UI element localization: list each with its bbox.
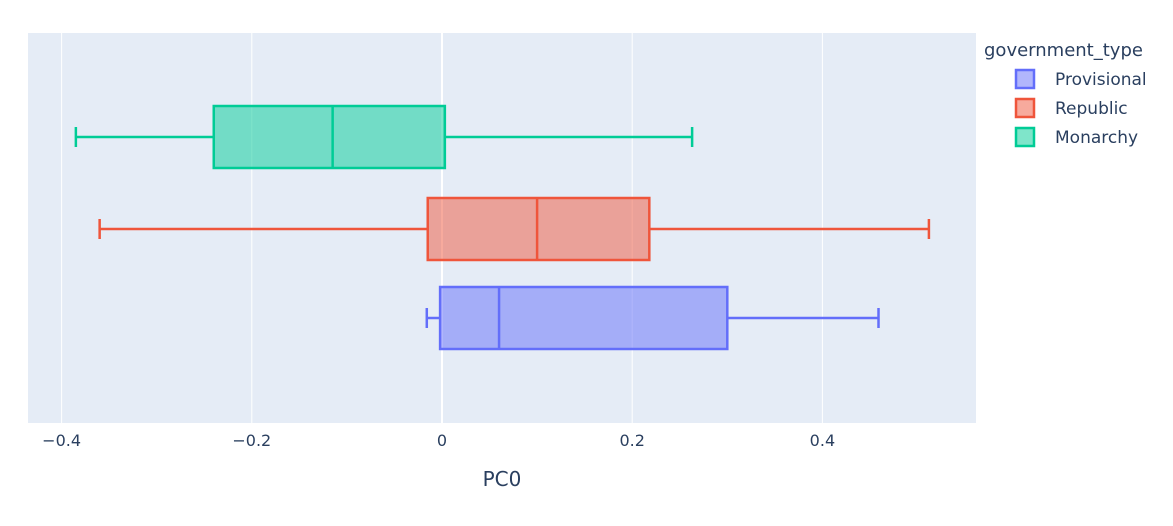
legend-swatch xyxy=(1014,68,1036,90)
legend[interactable]: government_type Provisional Republic Monar… xyxy=(984,40,1147,148)
box-provisional[interactable] xyxy=(425,285,880,351)
x-tick-labels: −0.4 −0.2 0 0.2 0.4 xyxy=(42,431,835,450)
x-tick-label: 0.4 xyxy=(810,431,835,450)
legend-item-monarchy[interactable]: Monarchy xyxy=(1014,126,1138,148)
box-monarchy[interactable] xyxy=(74,104,694,170)
legend-label: Republic xyxy=(1055,99,1128,119)
legend-label: Monarchy xyxy=(1055,128,1138,148)
legend-swatch xyxy=(1014,97,1036,119)
x-axis-title: PC0 xyxy=(483,467,522,491)
legend-label: Provisional xyxy=(1055,70,1147,90)
legend-item-provisional[interactable]: Provisional xyxy=(1014,68,1147,90)
box-iqr xyxy=(426,196,651,262)
legend-swatch xyxy=(1014,126,1036,148)
box-iqr xyxy=(438,285,729,351)
x-tick-label: 0.2 xyxy=(619,431,644,450)
boxes xyxy=(74,104,931,351)
box-iqr xyxy=(212,104,447,170)
x-tick-label: −0.4 xyxy=(42,431,81,450)
x-tick-label: −0.2 xyxy=(232,431,271,450)
legend-item-republic[interactable]: Republic xyxy=(1014,97,1128,119)
x-tick-label: 0 xyxy=(437,431,447,450)
legend-title: government_type xyxy=(984,40,1143,61)
box-republic[interactable] xyxy=(98,196,931,262)
